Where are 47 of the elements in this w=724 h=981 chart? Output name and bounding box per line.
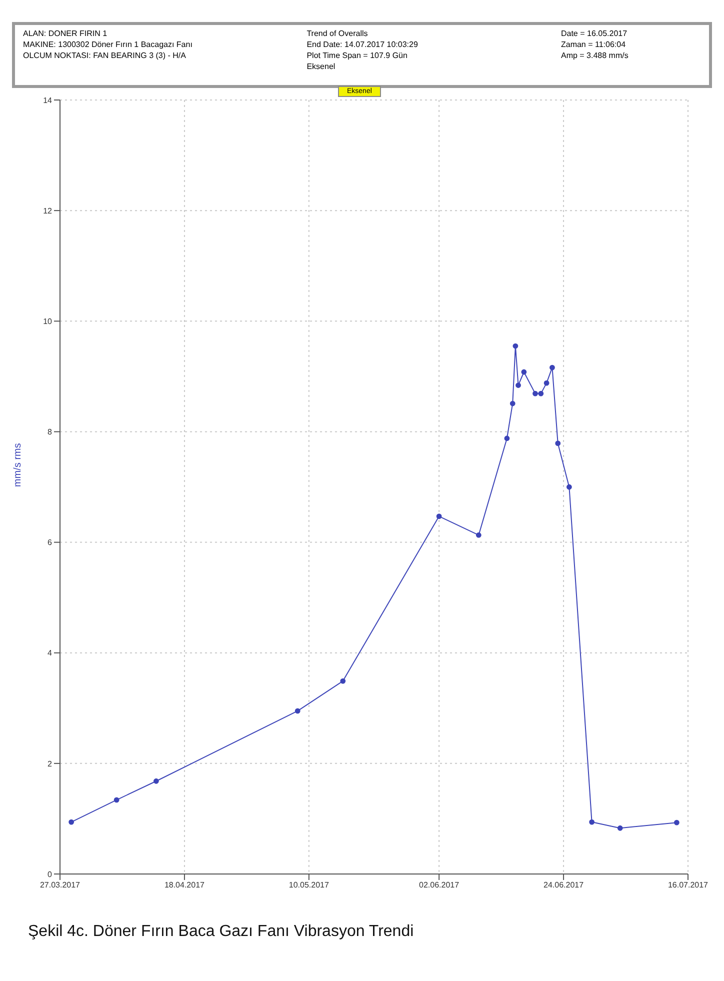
y-tick-label: 10 xyxy=(43,316,53,326)
point xyxy=(510,400,516,406)
text: End Date: 14.07.2017 10:03:29 xyxy=(306,39,419,50)
text: OLCUM NOKTASI: FAN BEARING 3 (3) - H/A xyxy=(23,50,187,61)
point xyxy=(504,436,510,442)
x-tick-label: 10.05.2017 xyxy=(288,880,330,890)
text: Date = 16.05.2017 xyxy=(560,28,628,39)
y-tick-label: 8 xyxy=(48,428,53,437)
point xyxy=(436,514,442,519)
y-tick-label: 6 xyxy=(48,538,53,548)
x-tick-label: 16.07.2017 xyxy=(668,880,709,890)
y-tick-label: 12 xyxy=(43,206,53,216)
point xyxy=(68,819,74,825)
y-tick-label: 0 xyxy=(48,870,53,879)
point xyxy=(544,380,550,386)
text: Plot Time Span = 107.9 Gün xyxy=(306,50,408,61)
x-tick-label: 18.04.2017 xyxy=(164,880,206,890)
point xyxy=(532,390,538,396)
point xyxy=(566,484,572,490)
point xyxy=(521,369,527,375)
text: MAKINE: 1300302 Döner Fırın 1 Bacagazı Fanı xyxy=(23,39,192,50)
point xyxy=(589,819,595,825)
text: Amp = 3.488 mm/s xyxy=(560,50,630,61)
point xyxy=(550,364,555,370)
point xyxy=(114,797,120,803)
y-axis-title: mm/s rms xyxy=(12,443,24,487)
x-tick-label: 02.06.2017 xyxy=(419,880,460,890)
point xyxy=(340,678,346,684)
point xyxy=(617,825,623,831)
text: Trend of Overalls xyxy=(306,28,369,39)
point xyxy=(294,708,300,714)
x-tick-label: 24.06.2017 xyxy=(544,880,584,890)
point xyxy=(516,382,521,388)
text: Zaman = 11:06:04 xyxy=(560,39,627,50)
text: Şekil 4c. Döner Fırın Baca Gazı Fanı Vibrasyon Trendi xyxy=(28,923,414,941)
text: Eksenel xyxy=(306,61,336,72)
point xyxy=(153,778,159,784)
point xyxy=(512,343,518,349)
y-tick-label: 4 xyxy=(48,648,53,658)
y-tick-label: 2 xyxy=(48,759,53,768)
x-tick-label: 27.03.2017 xyxy=(40,880,81,890)
point xyxy=(674,820,680,826)
text: ALAN: DONER FIRIN 1 xyxy=(23,28,108,39)
y-tick-label: 14 xyxy=(43,96,53,105)
point xyxy=(555,440,561,446)
point xyxy=(538,390,544,396)
point xyxy=(476,532,482,538)
